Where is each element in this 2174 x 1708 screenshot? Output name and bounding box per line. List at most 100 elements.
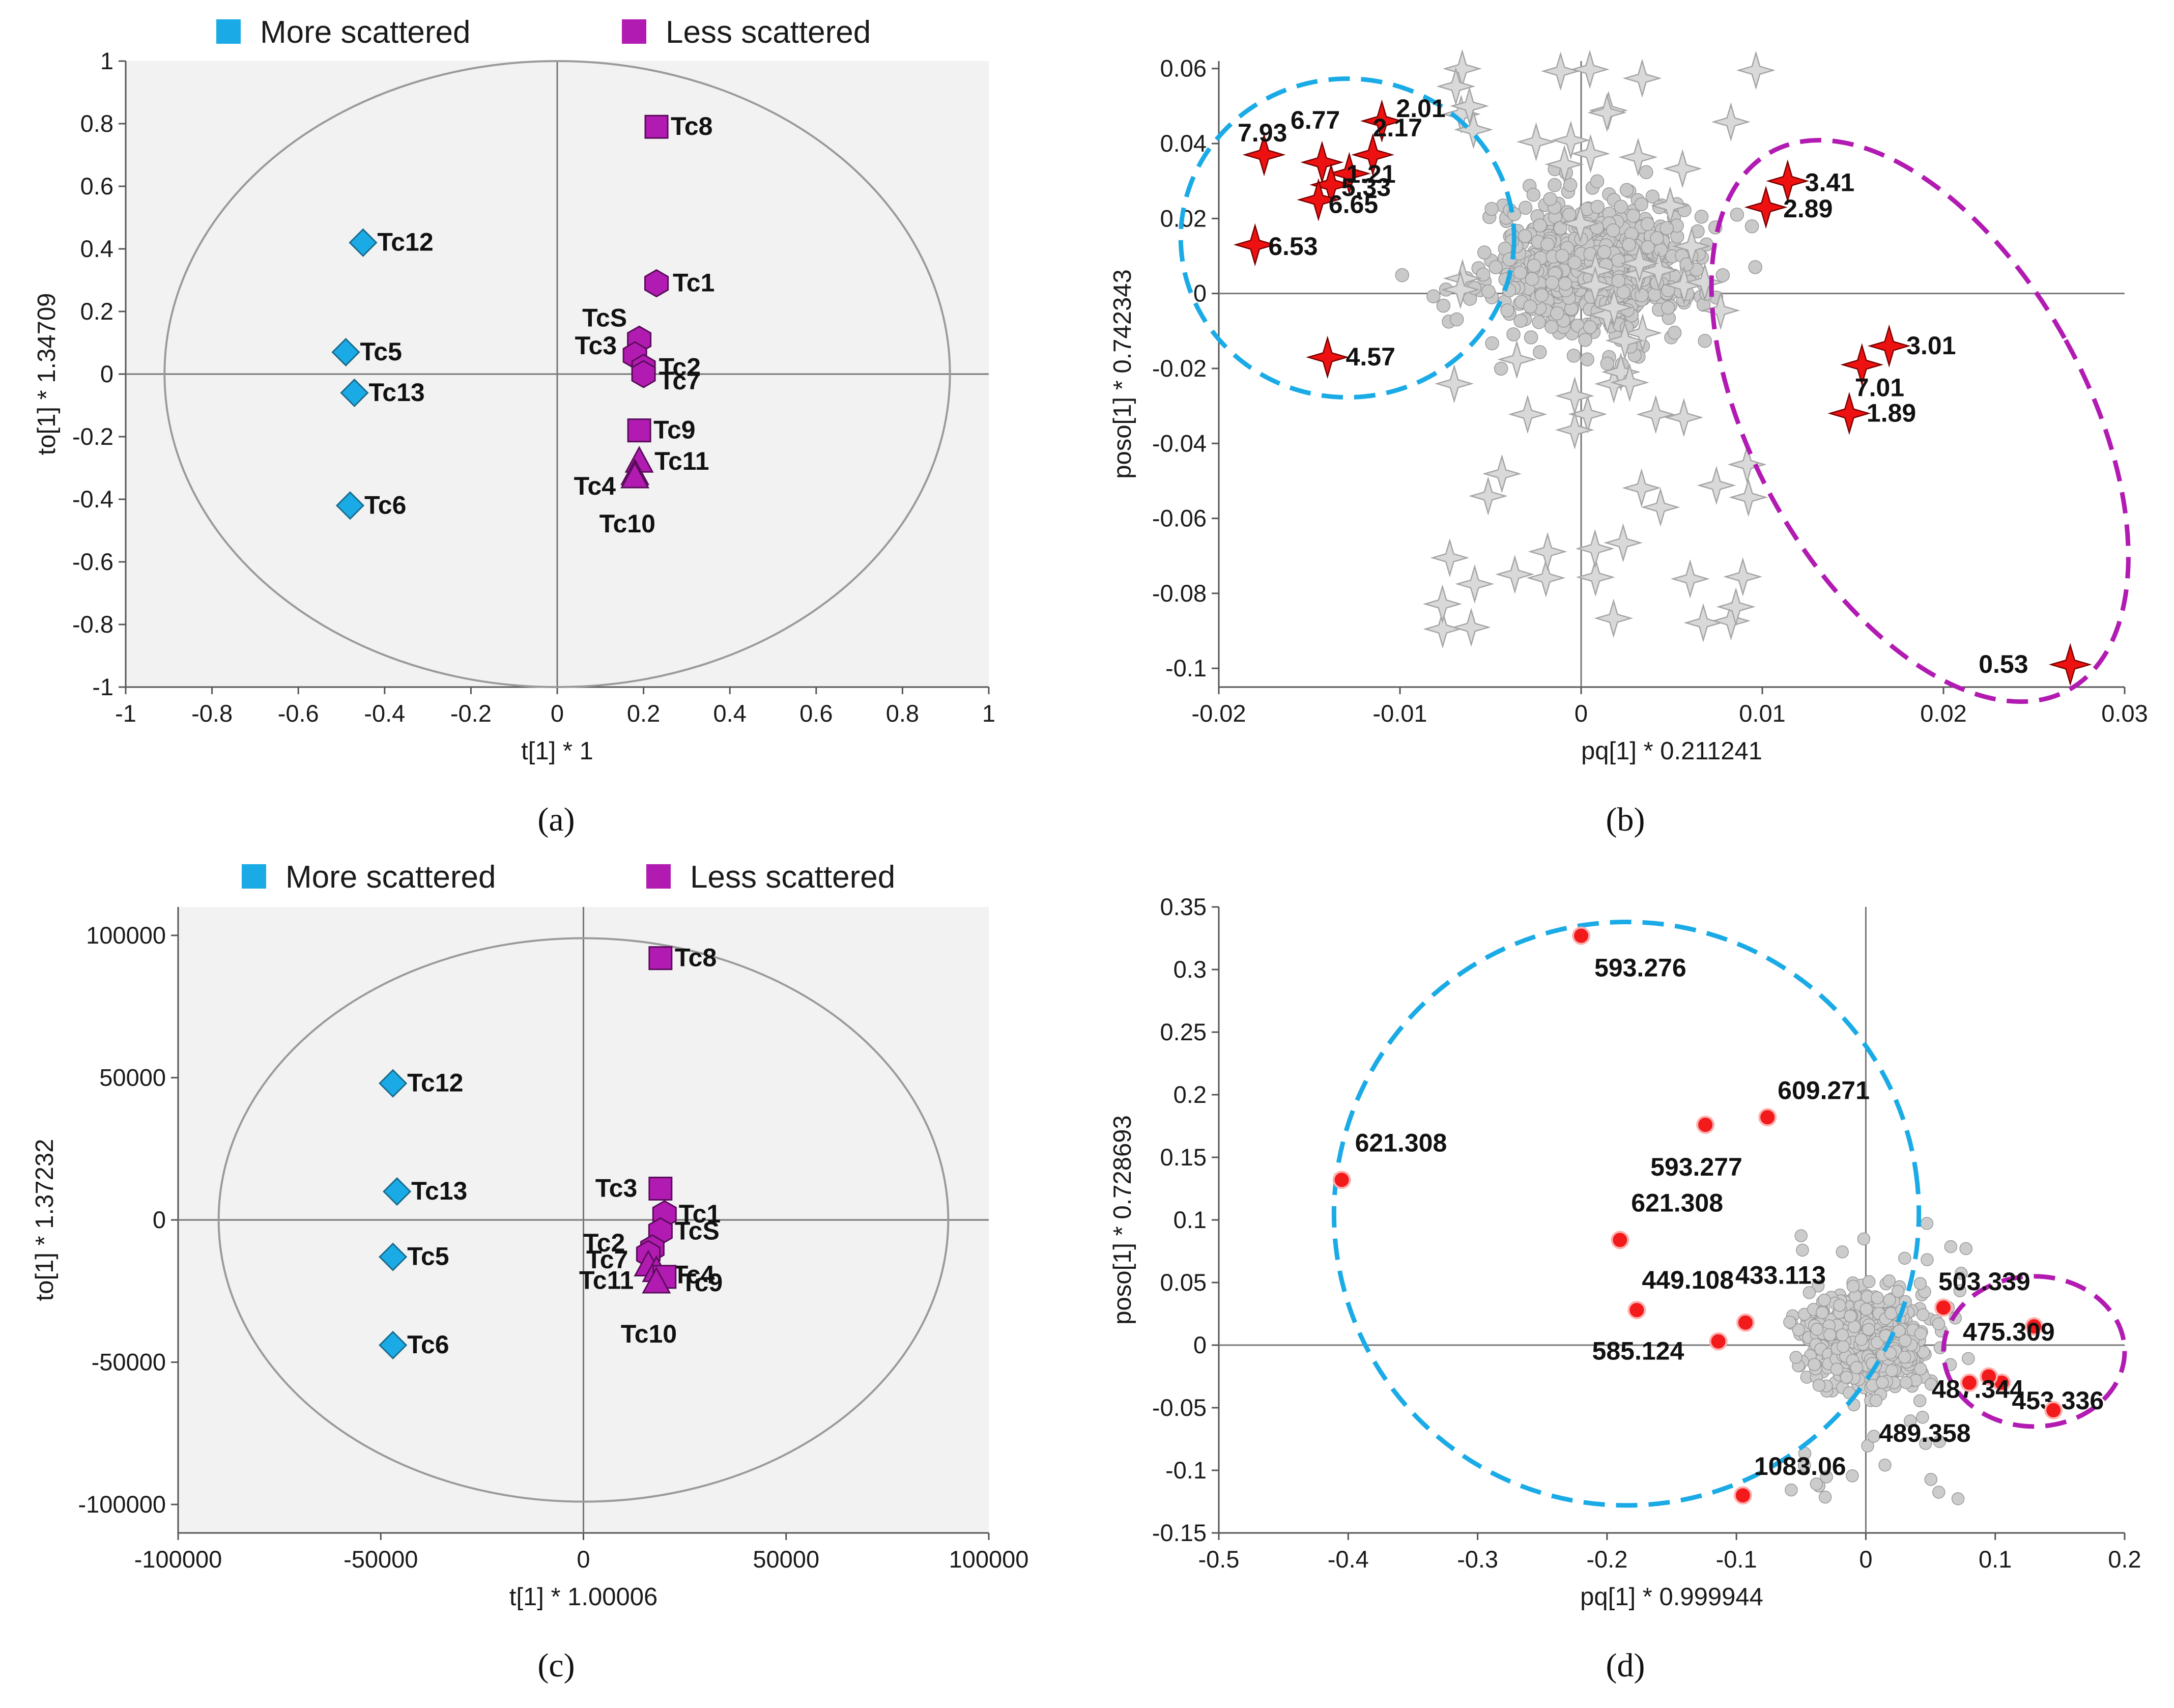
point-tc8 <box>648 946 673 971</box>
point-tc8 <box>644 115 669 139</box>
background-variable <box>1921 1253 1934 1266</box>
background-variable <box>1869 1394 1883 1407</box>
panel-b: -0.02 -0.01 0 0.01 0.02 0.03 -0.1 -0.08 -0.06 -0.… <box>1109 49 2148 765</box>
point-label-tc12: Tc12 <box>407 1069 463 1097</box>
background-variable-star <box>1436 67 1476 106</box>
x-tick-label: 0.6 <box>799 700 833 727</box>
background-variable <box>1919 1437 1932 1450</box>
background-variable <box>1544 320 1559 334</box>
panel-c: -100000 -50000 0 50000 100000 -100000 -50000 0 5… <box>31 860 1028 1611</box>
highlighted-variable-label: 2.17 <box>1373 113 1422 142</box>
point-label-tc7: Tc7 <box>586 1245 628 1274</box>
x-tick-label: -1 <box>115 700 136 727</box>
x-tick-label: 0.02 <box>1920 700 1966 727</box>
highlighted-variable-label: 3.41 <box>1805 168 1854 197</box>
background-variable <box>1597 245 1612 259</box>
background-variable-star <box>1571 134 1610 174</box>
background-variable <box>1959 1242 1972 1256</box>
highlighted-variable-label: 593.276 <box>1594 954 1686 982</box>
point-label-tc2: Tc2 <box>583 1229 625 1257</box>
background-variable <box>1543 192 1557 206</box>
background-variable <box>1862 1275 1876 1289</box>
background-variable-star <box>1650 186 1690 225</box>
x-tick-label: 0.01 <box>1739 700 1785 727</box>
background-variable <box>1679 257 1694 272</box>
point-tc7 <box>631 360 656 388</box>
highlighted-variable-label: 0.53 <box>1979 650 2028 678</box>
background-variable <box>1667 326 1682 340</box>
panel-a: -1 -0.8 -0.6 -0.4 -0.2 0 0.2 0.4 0.6 0.8 1 -1 -0.8 -0… <box>33 15 995 765</box>
x-tick-label: -50000 <box>344 1546 418 1573</box>
background-variable-star <box>1605 321 1645 360</box>
highlighted-variable-5 <box>1611 1231 1629 1249</box>
point-label-tc12: Tc12 <box>377 228 433 257</box>
highlighted-variable-5 <box>1327 152 1371 195</box>
background-variable-star <box>1575 529 1615 568</box>
background-variable <box>1844 1310 1857 1323</box>
background-variable <box>1484 202 1499 216</box>
background-variable <box>1916 1308 1930 1321</box>
y-tick-label: 0.6 <box>80 173 113 200</box>
background-variable <box>1619 183 1634 197</box>
y-tick-label: -1 <box>92 673 113 700</box>
x-tick-label: 0 <box>577 1546 590 1573</box>
x-tick-label: 0.4 <box>713 700 747 727</box>
highlighted-variable-label: 5.33 <box>1341 173 1391 202</box>
hotelling-ellipse <box>163 60 951 688</box>
x-tick-label: 100000 <box>949 1546 1029 1573</box>
point-label-tc13: Tc13 <box>411 1177 467 1205</box>
background-variable-star <box>1594 288 1634 327</box>
background-variable <box>1524 330 1538 345</box>
x-tick-label: -0.5 <box>1198 1546 1240 1573</box>
background-variable <box>1518 201 1533 215</box>
highlighted-variable-label: 489.358 <box>1879 1419 1971 1447</box>
point-tc10 <box>620 461 650 489</box>
background-variable-star <box>1450 86 1489 126</box>
highlighted-variable-4 <box>1332 1171 1351 1189</box>
point-label-tc7: Tc7 <box>659 366 701 395</box>
highlighted-variable-label: 621.308 <box>1355 1128 1447 1157</box>
background-variable <box>1744 219 1759 234</box>
point-label-tc9: Tc9 <box>681 1268 723 1297</box>
y-tick-label: -0.1 <box>1165 654 1207 681</box>
point-label-tc1: Tc1 <box>673 269 714 297</box>
y-tick-label: 0.1 <box>1174 1206 1207 1233</box>
panel-d: -0.5 -0.4 -0.3 -0.2 -0.1 0 0.1 0.2 -0.15 -0.1 -0.0… <box>1109 893 2141 1611</box>
background-variable <box>1924 1473 1938 1486</box>
background-variable <box>1518 229 1532 243</box>
background-variable-star <box>1711 601 1751 641</box>
background-variable <box>1794 1229 1808 1242</box>
highlighted-variable-label: 503.339 <box>1938 1267 2030 1296</box>
highlighted-variable-label: 621.308 <box>1631 1188 1723 1217</box>
point-label-tc5: Tc5 <box>360 337 402 366</box>
background-variable <box>1650 231 1664 245</box>
point-label-tc3: Tc3 <box>575 331 617 360</box>
highlighted-variable-1 <box>1572 926 1590 945</box>
background-variable-star <box>1508 394 1548 434</box>
background-variable-star <box>1451 608 1491 647</box>
point-tc9 <box>627 418 651 443</box>
x-tick-label: 0.8 <box>886 700 919 727</box>
y-tick-label: 0.35 <box>1160 893 1207 920</box>
background-variable <box>1882 1274 1896 1288</box>
background-variable <box>1533 218 1547 233</box>
highlighted-variable-6 <box>1736 1313 1755 1332</box>
background-variable <box>1860 1302 1873 1316</box>
highlighted-variable-15 <box>2044 1401 2063 1419</box>
point-tc5 <box>379 1242 408 1271</box>
y-tick-label: -0.6 <box>72 548 113 575</box>
background-variable <box>1477 245 1492 260</box>
y-tick-label: 50000 <box>99 1064 166 1091</box>
background-variable <box>1580 352 1594 366</box>
point-tc6 <box>335 491 365 520</box>
background-variable <box>1836 1328 1849 1342</box>
background-variable <box>1893 1324 1906 1338</box>
background-variable <box>1818 1293 1831 1307</box>
highlighted-variable-label: 6.53 <box>1268 232 1318 261</box>
background-variable <box>1527 259 1541 273</box>
highlighted-variable-label: 7.93 <box>1238 119 1287 147</box>
point-label-tc11: Tc11 <box>654 447 709 475</box>
background-variable <box>1590 174 1605 189</box>
background-variable <box>1558 276 1572 291</box>
highlighted-variable-label: 585.124 <box>1592 1337 1684 1365</box>
